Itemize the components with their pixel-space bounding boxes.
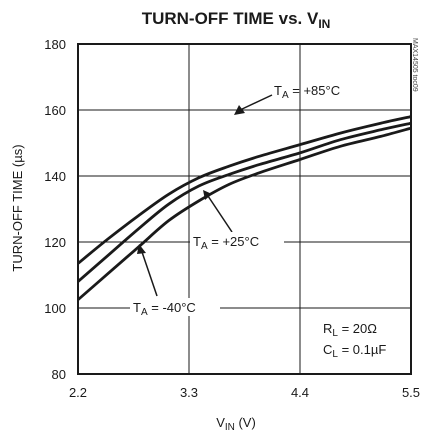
arrow-m40-head [137,244,146,254]
series-line-2 [77,126,412,301]
arrow-85-line [239,94,273,111]
chart-title: TURN-OFF TIME vs. VIN [142,9,331,31]
x-tick-label-2: 4.4 [291,385,309,400]
plot-frame [77,43,412,375]
series-line-1 [77,121,412,283]
x-axis-title-sub: IN [225,422,235,433]
y-tick-labels: 80 100 120 140 160 180 [44,37,66,382]
annotation-arrows [137,94,273,297]
condition-rl: RL = 20Ω [323,321,377,339]
label-ta-85: TA = +85°C [274,83,340,101]
label-ta-m40: TA = -40°C [133,300,196,318]
y-axis-title: TURN-OFF TIME (µs) [10,144,25,271]
y-tick-label-1: 100 [44,301,66,316]
x-tick-label-0: 2.2 [69,385,87,400]
x-axis-title-suffix: (V) [235,415,256,430]
arrow-25-line [207,195,233,233]
label-ta-25: TA = +25°C [193,234,259,252]
figure-code: MAX14505 toc09 [411,38,418,92]
x-axis-title: VIN (V) [216,415,256,433]
chart-title-main: TURN-OFF TIME vs. V [142,9,319,28]
condition-cl: CL = 0.1µF [323,342,386,360]
label-ta-25-bg [190,232,284,250]
y-tick-label-4: 160 [44,103,66,118]
arrow-25-head [203,190,212,200]
x-tick-label-3: 5.5 [402,385,420,400]
y-tick-label-3: 140 [44,169,66,184]
x-tick-label-1: 3.3 [180,385,198,400]
series-lines [77,115,412,301]
arrow-m40-line [141,251,158,297]
chart-title-sub: IN [318,17,330,31]
x-tick-labels: 2.2 3.3 4.4 5.5 [69,385,420,400]
series-line-0 [77,115,412,265]
y-tick-label-2: 120 [44,235,66,250]
y-tick-label-0: 80 [52,367,66,382]
x-axis-title-main: V [216,415,225,430]
arrow-85-head [234,105,245,115]
y-tick-label-5: 180 [44,37,66,52]
label-ta-m40-bg [130,298,220,316]
